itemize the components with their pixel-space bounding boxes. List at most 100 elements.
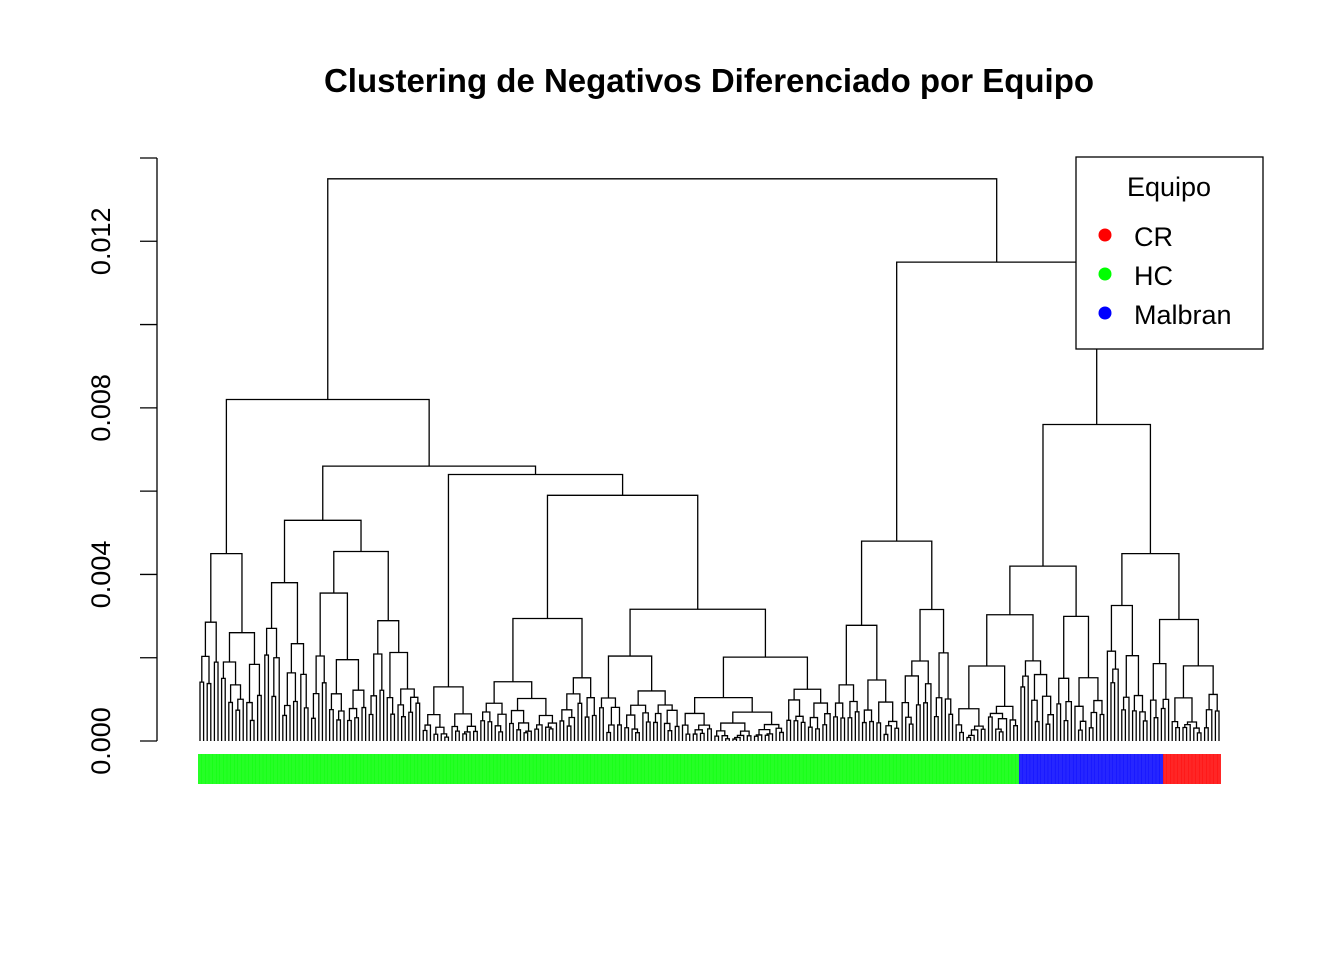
leaf-label [662, 754, 667, 784]
y-tick-label: 0.004 [86, 541, 116, 609]
leaf-label [1166, 754, 1171, 784]
leaf-label [295, 754, 300, 784]
dendrogram-branch [699, 732, 705, 741]
leaf-label [414, 754, 419, 784]
dendrogram-branch [838, 684, 855, 704]
dendrogram-branch [568, 716, 576, 741]
dendrogram-branch [793, 720, 799, 741]
dendrogram-branch [466, 725, 477, 732]
leaf-label [385, 754, 390, 784]
dendrogram-branch [753, 735, 759, 741]
leaf-label [723, 754, 728, 784]
leaf-label [266, 754, 271, 784]
dendrogram-branch [328, 708, 334, 741]
dendrogram-branch [698, 724, 711, 730]
leaf-label [1058, 754, 1063, 784]
dendrogram-branch [246, 701, 253, 741]
dendrogram-branch [694, 729, 703, 735]
dendrogram-branch [736, 734, 745, 741]
leaf-label [388, 754, 393, 784]
legend-dot [1098, 267, 1112, 281]
leaf-label [1094, 754, 1099, 784]
dendrogram-branch [606, 731, 612, 741]
dendrogram-branch [572, 677, 592, 698]
leaf-label [1188, 754, 1193, 784]
leaf-label [1036, 754, 1041, 784]
dendrogram-branch [335, 659, 360, 694]
leaf-label [298, 754, 303, 784]
y-axis: 0.000 0.004 0.008 0.012 [86, 157, 158, 775]
dendrogram-branch [1125, 655, 1140, 698]
leaf-label [460, 754, 465, 784]
dendrogram-branch [732, 738, 738, 741]
leaf-label [979, 754, 984, 784]
dendrogram-branch [935, 697, 943, 741]
dendrogram-branch [390, 713, 396, 741]
dendrogram-branch [849, 700, 858, 718]
dendrogram-branch [536, 724, 543, 741]
leaf-label [1098, 754, 1103, 784]
dendrogram-branch [566, 725, 572, 741]
leaf-label [648, 754, 653, 784]
dendrogram-branch [722, 656, 809, 698]
dendrogram-branch [1142, 720, 1148, 741]
dendrogram-branch [860, 540, 933, 626]
leaf-label [914, 754, 919, 784]
leaf-label [234, 754, 239, 784]
leaf-label [356, 754, 361, 784]
leaf-label [1123, 754, 1128, 784]
leaf-label [1217, 754, 1221, 784]
dendrogram-branch [400, 688, 415, 705]
leaf-label [417, 754, 422, 784]
dendrogram-branch [315, 655, 325, 694]
dendrogram-branch [854, 711, 860, 741]
dendrogram-branch [1058, 677, 1070, 704]
leaf-label [504, 754, 509, 784]
dendrogram-branch [645, 721, 651, 741]
dendrogram-branch [283, 704, 291, 741]
dendrogram-branch [758, 728, 771, 735]
leaf-label [896, 754, 901, 784]
dendrogram-branch [1139, 711, 1146, 741]
dendrogram-branch [863, 709, 873, 723]
dendrogram-branch [883, 733, 889, 741]
leaf-label [658, 754, 663, 784]
dendrogram-branch [377, 620, 400, 654]
dendrogram-branch [732, 711, 773, 725]
leaf-label [342, 754, 347, 784]
leaf-label [381, 754, 386, 784]
dendrogram-branch [354, 717, 360, 741]
dendrogram-branch [980, 728, 986, 741]
dendrogram-branch [1022, 675, 1029, 741]
dendrogram-branch [607, 655, 653, 698]
leaf-label [230, 754, 235, 784]
leaf-label [464, 754, 469, 784]
dendrogram-branch [1045, 723, 1051, 741]
dendrogram-branch [1208, 693, 1218, 712]
dendrogram-branch [283, 519, 362, 583]
legend-dot [1098, 228, 1112, 242]
dendrogram-branch [249, 719, 255, 741]
dendrogram-branch [989, 712, 1004, 719]
leaf-label [640, 754, 645, 784]
dendrogram-branch [1009, 719, 1017, 741]
leaf-label [604, 754, 609, 784]
dendrogram-branch [1013, 725, 1019, 741]
leaf-label [345, 754, 350, 784]
dendrogram-branch [968, 665, 1006, 709]
dendrogram-branch [793, 688, 822, 704]
leaf-label [532, 754, 537, 784]
leaf-label [1206, 754, 1211, 784]
dendrogram-branch [525, 730, 532, 741]
leaf-label [1015, 754, 1020, 784]
dendrogram-branch [959, 731, 964, 741]
leaf-label [986, 754, 991, 784]
leaf-label [655, 754, 660, 784]
dendrogram-branch [869, 720, 874, 741]
dendrogram-branch [473, 730, 478, 741]
leaf-label [1195, 754, 1200, 784]
dendrogram-branch [566, 693, 581, 710]
dendrogram-branch [933, 715, 939, 741]
leaf-label [540, 754, 545, 784]
leaf-label [536, 754, 541, 784]
